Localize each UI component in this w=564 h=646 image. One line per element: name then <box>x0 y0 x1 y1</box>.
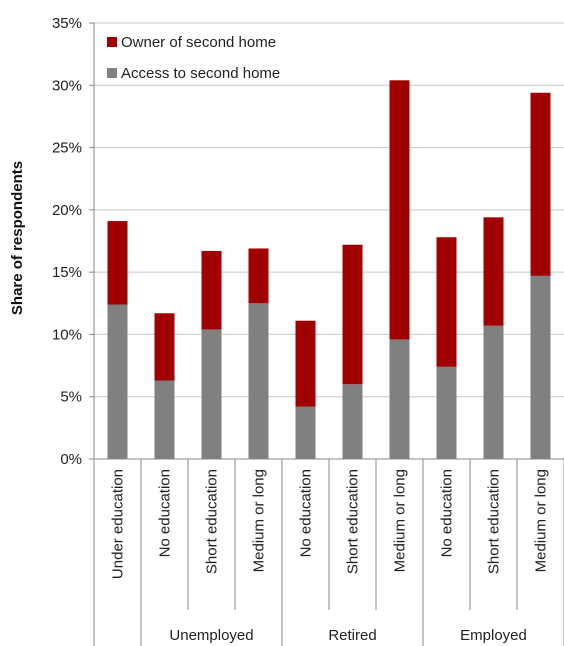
legend: Owner of second home Access to second hom… <box>107 34 280 82</box>
category-label: Short education <box>345 469 362 574</box>
bar-segment-owner <box>483 217 504 326</box>
y-tick-label: 5% <box>60 389 82 406</box>
y-tick-label: 15% <box>52 264 82 281</box>
legend-swatch <box>107 37 117 47</box>
legend-label: Access to second home <box>121 65 280 82</box>
group-label: Unemployed <box>169 627 253 644</box>
category-label: No education <box>439 469 456 557</box>
legend-swatch <box>107 68 117 78</box>
bar-segment-access <box>389 339 410 459</box>
bar-segment-access <box>483 325 504 459</box>
legend-label: Owner of second home <box>121 34 276 51</box>
y-tick-label: 35% <box>52 15 82 32</box>
bar-segment-owner <box>295 320 316 407</box>
bar-segment-owner <box>389 80 410 340</box>
bar-segment-owner <box>154 313 175 381</box>
bar-segment-owner <box>107 221 128 305</box>
category-label: Under education <box>110 469 127 579</box>
axes <box>89 22 564 646</box>
bar-segment-access <box>107 304 128 459</box>
bar-segment-access <box>201 329 222 459</box>
bar-segment-access <box>248 303 269 459</box>
bar-segment-access <box>342 384 363 459</box>
bar-segment-owner <box>248 248 269 304</box>
bars <box>107 80 551 459</box>
category-labels: Under education No education Short educati… <box>110 469 550 579</box>
y-tick-label: 10% <box>52 326 82 343</box>
bar-segment-owner <box>342 244 363 385</box>
bar-segment-owner <box>201 250 222 330</box>
y-axis-title: Share of respondents <box>9 161 26 315</box>
y-tick-label: 25% <box>52 140 82 157</box>
group-label: Retired <box>328 627 376 644</box>
category-label: Short education <box>204 469 221 574</box>
bar-segment-access <box>530 275 551 459</box>
category-label: Medium or long <box>251 469 268 572</box>
y-tick-label: 0% <box>60 451 82 468</box>
bar-segment-access <box>154 380 175 459</box>
bar-segment-access <box>295 406 316 459</box>
y-tick-label: 30% <box>52 77 82 94</box>
category-label: No education <box>157 469 174 557</box>
bar-segment-access <box>436 366 457 459</box>
group-label: Employed <box>460 627 527 644</box>
bar-segment-owner <box>436 237 457 367</box>
category-label: Medium or long <box>392 469 409 572</box>
category-label: Medium or long <box>533 469 550 572</box>
category-label: Short education <box>486 469 503 574</box>
y-tick-label: 20% <box>52 202 82 219</box>
category-label: No education <box>298 469 315 557</box>
y-axis-tick-labels: 0% 5% 10% 15% 20% 25% 30% 35% <box>52 15 82 468</box>
group-labels: Unemployed Retired Employed <box>169 627 526 644</box>
bar-segment-owner <box>530 92 551 276</box>
